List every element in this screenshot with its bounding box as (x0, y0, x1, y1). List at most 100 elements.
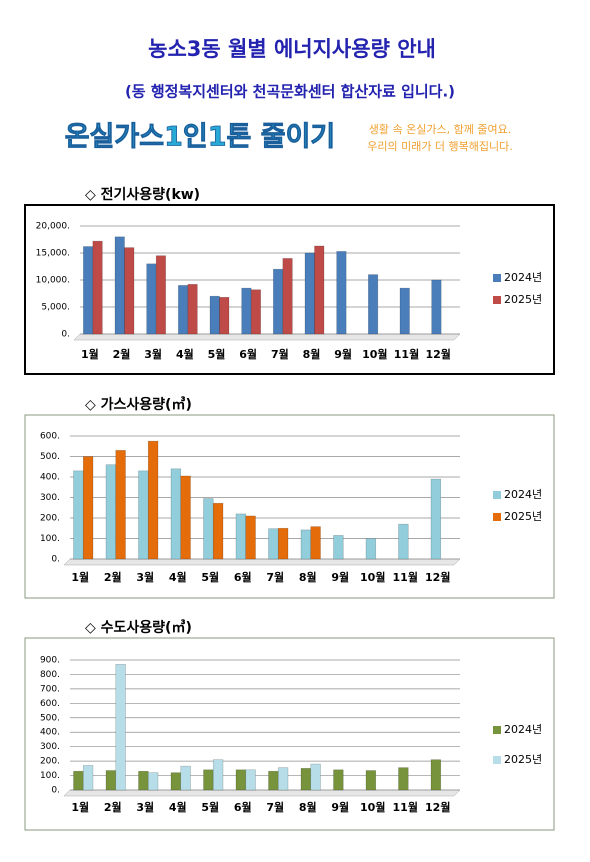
x-tick-label: 10월 (360, 800, 385, 814)
bar (146, 263, 157, 335)
bar (170, 468, 182, 560)
x-tick-label: 4월 (169, 570, 187, 584)
banner-line: 생활 속 온실가스, 함께 줄여요. (369, 122, 511, 136)
bar (178, 285, 189, 335)
legend-swatch (493, 756, 501, 764)
x-tick-label: 3월 (136, 800, 154, 814)
x-tick-label: 10월 (360, 570, 385, 584)
bar (203, 769, 214, 791)
x-tick-label: 1월 (71, 800, 89, 814)
y-tick-label: 0. (51, 555, 60, 565)
banner-line: 우리의 미래가 더 행복해집니다. (367, 139, 513, 153)
page-subtitle: (동 행정복지센터와 천곡문화센터 합산자료 입니다.) (125, 83, 455, 101)
bar (92, 240, 103, 335)
bar (398, 523, 409, 560)
bar (268, 770, 279, 791)
y-tick-label: 600. (40, 699, 60, 709)
x-tick-label: 3월 (136, 570, 154, 584)
bar (73, 470, 84, 560)
x-tick-label: 7월 (266, 800, 284, 814)
bar (115, 664, 126, 791)
y-tick-label: 600. (40, 432, 60, 442)
y-tick-label: 200. (40, 757, 60, 767)
x-tick-label: 3월 (144, 347, 162, 361)
y-tick-label: 700. (40, 684, 60, 694)
bar (170, 772, 182, 791)
x-tick-label: 7월 (271, 347, 289, 361)
x-tick-label: 11월 (393, 800, 418, 814)
x-tick-label: 5월 (208, 347, 226, 361)
bar (273, 268, 284, 335)
x-tick-label: 9월 (334, 347, 352, 361)
chart-title: ◇ 수도사용량(㎥) (85, 619, 192, 636)
chart-frame (24, 637, 555, 831)
bar (430, 759, 442, 791)
bar (282, 258, 293, 335)
y-tick-label: 10,000. (36, 276, 70, 286)
x-tick-label: 7월 (266, 570, 284, 584)
bar (180, 475, 191, 560)
legend-swatch (493, 726, 501, 734)
bar (187, 284, 198, 335)
x-tick-label: 2월 (113, 347, 131, 361)
x-tick-label: 8월 (299, 570, 317, 584)
bar (180, 765, 191, 791)
y-tick-label: 20,000. (36, 222, 70, 232)
bar (147, 440, 159, 560)
bar (155, 255, 166, 335)
bar (114, 236, 125, 335)
bar (115, 450, 126, 560)
bar (203, 498, 214, 560)
bar (245, 515, 256, 560)
bar (235, 513, 247, 560)
plot-floor (63, 789, 461, 797)
bar (365, 770, 377, 791)
legend-label: 2024년 (504, 271, 542, 284)
bar (365, 538, 377, 560)
legend-swatch (493, 274, 501, 282)
bar (105, 770, 117, 791)
chart-title: ◇ 전기사용량(kw) (85, 186, 200, 203)
bar (147, 772, 159, 791)
bar (430, 478, 442, 560)
plot-floor (63, 558, 461, 566)
bar (73, 770, 84, 791)
page-title: 농소3동 월별 에너지사용량 안내 (148, 37, 436, 61)
bar (300, 529, 312, 560)
bar (268, 528, 279, 560)
y-tick-label: 800. (40, 670, 60, 680)
y-tick-label: 400. (40, 728, 60, 738)
bar (333, 535, 344, 560)
y-tick-label: 100. (40, 771, 60, 781)
y-tick-label: 0. (61, 330, 70, 340)
y-tick-label: 100. (40, 534, 60, 544)
bar (138, 470, 149, 560)
legend-label: 2024년 (504, 723, 542, 736)
bar (398, 767, 409, 791)
legend-label: 2024년 (504, 488, 542, 501)
x-tick-label: 12월 (425, 800, 450, 814)
legend-label: 2025년 (504, 753, 542, 766)
x-tick-label: 5월 (201, 800, 219, 814)
bar (124, 247, 135, 335)
bar (277, 527, 289, 560)
bar (250, 289, 261, 335)
x-tick-label: 9월 (331, 570, 349, 584)
x-tick-label: 11월 (393, 570, 418, 584)
x-tick-label: 4월 (176, 347, 194, 361)
y-tick-label: 500. (40, 713, 60, 723)
bar (82, 456, 94, 560)
y-tick-label: 500. (40, 452, 60, 462)
x-tick-label: 8월 (303, 347, 321, 361)
legend-swatch (493, 491, 501, 499)
y-tick-label: 5,000. (41, 303, 70, 313)
bar (277, 767, 289, 791)
x-tick-label: 6월 (234, 800, 252, 814)
y-tick-label: 0. (51, 786, 60, 796)
y-tick-label: 900. (40, 656, 60, 666)
bar (368, 274, 379, 335)
x-tick-label: 12월 (425, 570, 450, 584)
bar (212, 502, 224, 560)
